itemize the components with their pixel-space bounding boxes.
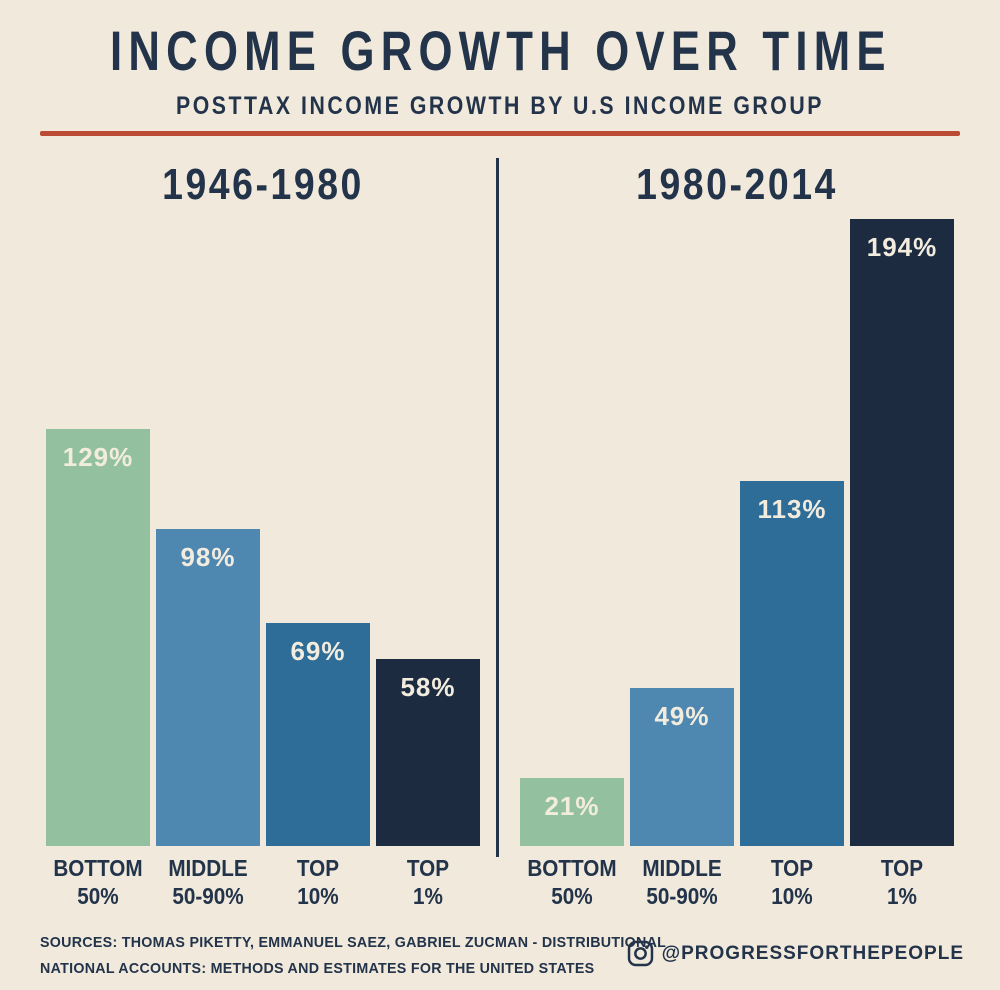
bar-value-label: 21%	[544, 791, 600, 821]
bar-column-top-1: 58% TOP 1%	[376, 659, 480, 917]
bar-bottom-50: 129%	[46, 429, 150, 846]
bar-column-top-10: 69% TOP 10%	[266, 623, 370, 917]
category-label: TOP 10%	[745, 846, 839, 917]
category-line1: MIDDLE	[642, 855, 722, 881]
category-line1: TOP	[880, 855, 924, 881]
category-label: BOTTOM 50%	[51, 846, 145, 917]
accent-divider	[40, 131, 960, 136]
page-subtitle: POSTTAX INCOME GROWTH BY U.S INCOME GROU…	[175, 92, 825, 120]
bar-top-10: 69%	[266, 623, 370, 846]
category-line2: 50%	[77, 882, 119, 909]
bar-bottom-50: 21%	[520, 778, 624, 846]
category-line1: TOP	[406, 855, 450, 881]
instagram-credit: @PROGRESSFORTHEPEOPLE	[627, 940, 964, 967]
category-line2: 10%	[771, 882, 813, 909]
category-line2: 50-90%	[646, 882, 718, 909]
bar-column-middle-50-90: 49% MIDDLE 50-90%	[630, 688, 734, 917]
category-label: BOTTOM 50%	[525, 846, 619, 917]
category-line1: BOTTOM	[53, 855, 143, 881]
panel-1946-1980: 1946-1980 129% BOTTOM 50% 98% MIDDLE 50-90% 69…	[38, 160, 488, 917]
bar-middle-50-90: 49%	[630, 688, 734, 846]
category-line1: MIDDLE	[168, 855, 248, 881]
bar-top-1: 194%	[850, 219, 954, 846]
bar-value-label: 69%	[290, 636, 346, 666]
bar-column-top-1: 194% TOP 1%	[850, 219, 954, 917]
bar-value-label: 58%	[400, 672, 456, 702]
bar-column-top-10: 113% TOP 10%	[740, 481, 844, 917]
bar-value-label: 113%	[757, 494, 827, 524]
category-label: TOP 1%	[855, 846, 949, 917]
bar-value-label: 129%	[62, 442, 134, 472]
panel-left-bars: 129% BOTTOM 50% 98% MIDDLE 50-90% 69% TOP 10% 58%…	[38, 225, 488, 917]
panel-right-bars: 21% BOTTOM 50% 49% MIDDLE 50-90% 113% TOP 10% 194…	[512, 219, 962, 917]
bar-value-label: 49%	[654, 701, 710, 731]
category-line2: 10%	[297, 882, 339, 909]
instagram-icon	[627, 940, 653, 967]
sources-text: SOURCES: THOMAS PIKETTY, EMMANUEL SAEZ, …	[40, 930, 666, 983]
bar-middle-50-90: 98%	[156, 529, 260, 846]
category-line1: TOP	[296, 855, 340, 881]
category-line1: TOP	[770, 855, 814, 881]
bar-column-bottom-50: 129% BOTTOM 50%	[46, 429, 150, 917]
page-title: INCOME GROWTH OVER TIME	[110, 19, 892, 82]
sources-line2: NATIONAL ACCOUNTS: METHODS AND ESTIMATES…	[40, 960, 595, 978]
bar-column-middle-50-90: 98% MIDDLE 50-90%	[156, 529, 260, 917]
panel-1980-2014: 1980-2014 21% BOTTOM 50% 49% MIDDLE 50-90% 113…	[512, 160, 962, 917]
bar-top-1: 58%	[376, 659, 480, 846]
bar-column-bottom-50: 21% BOTTOM 50%	[520, 778, 624, 917]
category-label: TOP 1%	[381, 846, 475, 917]
category-line2: 50%	[551, 882, 593, 909]
category-label: MIDDLE 50-90%	[635, 846, 729, 917]
sources-line1: SOURCES: THOMAS PIKETTY, EMMANUEL SAEZ, …	[40, 934, 667, 951]
bar-value-label: 194%	[866, 232, 938, 262]
category-line2: 50-90%	[172, 882, 244, 909]
bar-top-10: 113%	[740, 481, 844, 846]
panel-title-right: 1980-2014	[636, 160, 838, 209]
category-line2: 1%	[413, 882, 443, 909]
panel-divider	[496, 158, 499, 857]
instagram-handle: @PROGRESSFORTHEPEOPLE	[661, 942, 964, 964]
category-label: MIDDLE 50-90%	[161, 846, 255, 917]
category-label: TOP 10%	[271, 846, 365, 917]
category-line2: 1%	[887, 882, 917, 909]
bar-value-label: 98%	[180, 542, 236, 572]
category-line1: BOTTOM	[527, 855, 617, 881]
panel-title-left: 1946-1980	[162, 160, 364, 209]
